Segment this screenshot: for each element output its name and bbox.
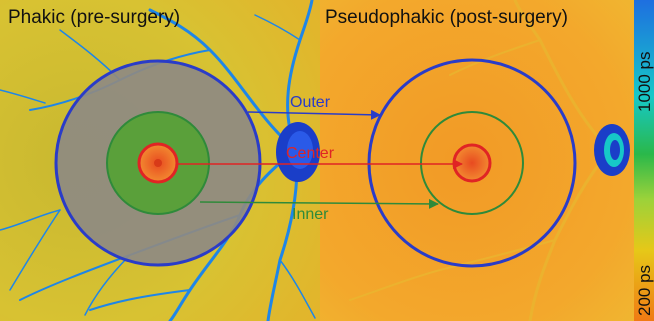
right-outer-ring — [367, 58, 577, 268]
right-vessels — [349, 0, 612, 321]
inner-label: Inner — [292, 206, 329, 223]
center-label: Center — [286, 145, 335, 162]
colorbar-top-label: 1000 ps — [635, 52, 654, 113]
colorbar-gradient — [634, 0, 654, 321]
outer-label: Outer — [290, 94, 331, 111]
left-region-rings — [54, 59, 262, 267]
left-fundus-panel — [0, 0, 320, 321]
left-panel-title: Phakic (pre-surgery) — [8, 7, 180, 28]
outer-arrow — [247, 109, 381, 120]
colorbar-bottom-label: 200 ps — [635, 265, 654, 316]
right-inner-ring — [420, 111, 524, 215]
right-center-ring — [452, 143, 492, 183]
colorbar: 1000 ps 200 ps — [634, 0, 654, 321]
inner-arrow — [199, 198, 439, 209]
right-panel-title: Pseudophakic (post-surgery) — [325, 7, 568, 28]
